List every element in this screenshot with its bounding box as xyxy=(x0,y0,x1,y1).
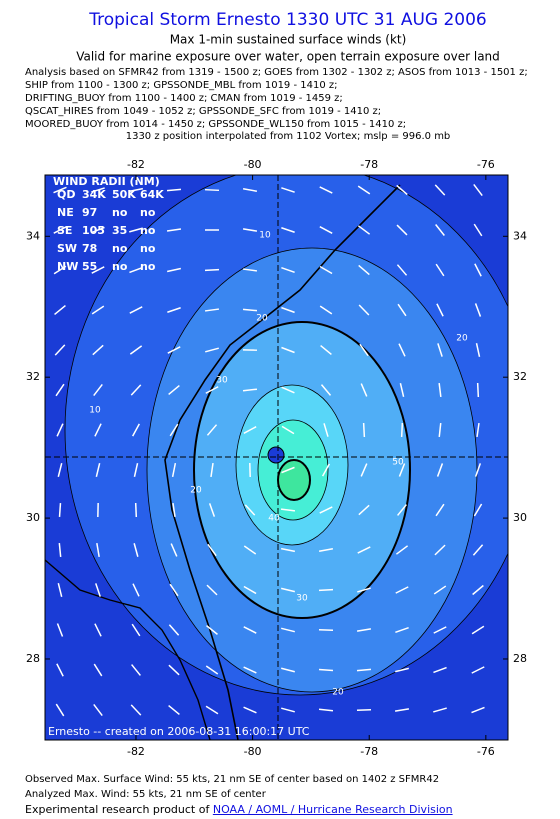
wind-vector xyxy=(205,190,219,191)
contour-label: 20 xyxy=(256,314,268,324)
wind-radii-cell: SE xyxy=(57,224,72,237)
y-tick-label: 34 xyxy=(26,229,40,242)
wind-vector xyxy=(205,270,219,271)
x-tick-label: -80 xyxy=(244,158,262,171)
wind-vector xyxy=(364,423,365,437)
contour-label: 20 xyxy=(456,334,468,344)
wind-radii-cell: NE xyxy=(57,206,74,219)
wind-radii-cell: 105 xyxy=(82,224,105,237)
y-tick-label: 30 xyxy=(513,511,527,524)
y-tick-label: 28 xyxy=(513,652,527,665)
wind-radii-header: QD xyxy=(57,188,75,201)
source-line: DRIFTING_BUOY from 1100 - 1400 z; CMAN f… xyxy=(25,93,343,104)
low-center xyxy=(268,447,284,463)
y-tick-label: 32 xyxy=(26,370,40,383)
x-tick-label: -78 xyxy=(360,158,378,171)
contour xyxy=(278,460,310,500)
wind-vector xyxy=(60,503,61,517)
x-tick-label: -82 xyxy=(127,745,145,758)
created-label: Ernesto -- created on 2006-08-31 16:00:1… xyxy=(48,725,310,738)
wind-vector xyxy=(402,423,403,437)
subtitle: Max 1-min sustained surface winds (kt) xyxy=(170,33,407,47)
y-tick-label: 32 xyxy=(513,370,527,383)
contour-label: 50 xyxy=(392,458,404,468)
wind-radii-cell: 35 xyxy=(112,224,127,237)
x-tick-label: -82 xyxy=(127,158,145,171)
wind-radii-cell: SW xyxy=(57,242,77,255)
source-line: SHIP from 1100 - 1300 z; GPSSONDE_MBL fr… xyxy=(25,80,338,91)
wind-radii-title: WIND RADII (NM) xyxy=(53,175,160,188)
analyzed-wind: Analyzed Max. Wind: 55 kts, 21 nm SE of … xyxy=(25,789,267,800)
observed-wind: Observed Max. Surface Wind: 55 kts, 21 n… xyxy=(25,774,439,785)
wind-radii-cell: no xyxy=(140,242,156,255)
x-tick-label: -76 xyxy=(477,158,495,171)
wind-radii-cell: no xyxy=(112,260,128,273)
wind-radii-cell: NW xyxy=(57,260,78,273)
credit: Experimental research product of NOAA / … xyxy=(25,803,453,815)
y-tick-label: 34 xyxy=(513,229,527,242)
y-tick-label: 30 xyxy=(26,511,40,524)
wind-vector xyxy=(319,590,333,591)
credit-text: Experimental research product of xyxy=(25,803,213,815)
wind-radii-cell: no xyxy=(140,224,156,237)
source-line: MOORED_BUOY from 1014 - 1450 z; GPSSONDE… xyxy=(25,119,406,130)
wind-vector xyxy=(478,383,479,397)
wind-radii-header: 34K xyxy=(82,188,106,201)
wind-vector xyxy=(136,503,137,517)
contour-label: 30 xyxy=(296,594,308,604)
contour-label: 10 xyxy=(259,231,271,241)
credit-link[interactable]: NOAA / AOML / Hurricane Research Divisio… xyxy=(213,803,453,815)
contour-label: 30 xyxy=(216,376,228,386)
source-line: QSCAT_HIRES from 1049 - 1052 z; GPSSONDE… xyxy=(25,106,381,117)
position-note: 1330 z position interpolated from 1102 V… xyxy=(126,131,451,142)
source-line: Analysis based on SFMR42 from 1319 - 150… xyxy=(25,67,528,78)
wind-radii-cell: no xyxy=(112,242,128,255)
wind-radii-cell: 78 xyxy=(82,242,97,255)
wind-radii-header: 50K xyxy=(112,188,136,201)
contour-label: 20 xyxy=(190,486,202,496)
x-tick-label: -76 xyxy=(477,745,495,758)
wind-radii-cell: no xyxy=(140,206,156,219)
contour-label: 20 xyxy=(332,688,344,698)
y-tick-label: 28 xyxy=(26,652,40,665)
wind-vector xyxy=(319,669,333,670)
wind-radii-cell: 97 xyxy=(82,206,97,219)
wind-radii-cell: no xyxy=(140,260,156,273)
contour-label: 10 xyxy=(89,406,101,416)
wind-radii-cell: no xyxy=(112,206,128,219)
contour-label: 40 xyxy=(268,514,280,524)
wind-radii-cell: 55 xyxy=(82,260,97,273)
x-tick-label: -78 xyxy=(360,745,378,758)
title: Tropical Storm Ernesto 1330 UTC 31 AUG 2… xyxy=(88,10,487,30)
wind-radii-header: 64K xyxy=(140,188,164,201)
x-tick-label: -80 xyxy=(244,745,262,758)
validity: Valid for marine exposure over water, op… xyxy=(76,50,500,64)
